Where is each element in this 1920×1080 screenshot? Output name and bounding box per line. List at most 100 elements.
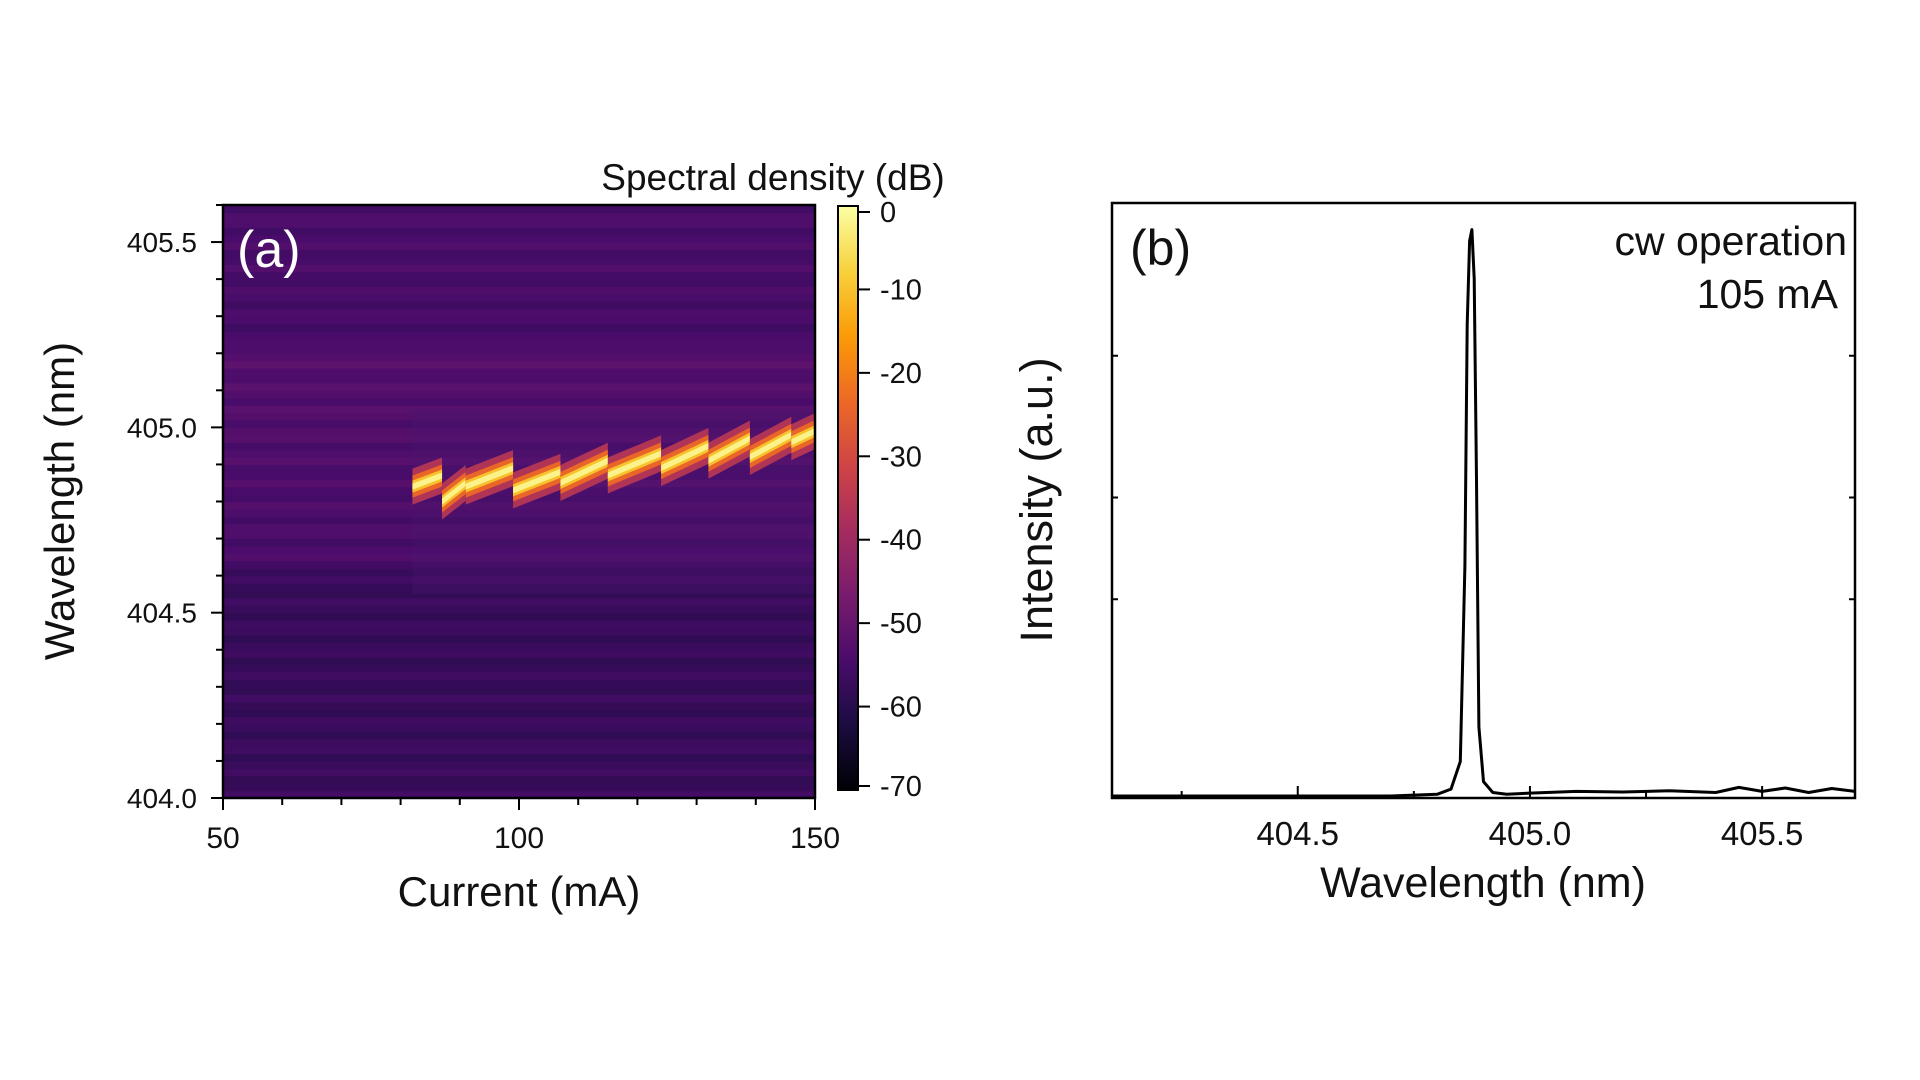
heatmap-band [223, 553, 815, 562]
heatmap-band [223, 746, 815, 755]
y-axis-ticks-a: 404.0 404.5 405.0 405.5 [127, 204, 223, 814]
colorbar-tick-label: -20 [880, 358, 922, 390]
heatmap-band [223, 249, 815, 258]
heatmap-band [223, 716, 815, 725]
heatmap-band [223, 286, 815, 295]
mode-segments [412, 413, 815, 520]
heatmap-band [223, 323, 815, 332]
heatmap-band [223, 331, 815, 340]
x-tick-label-a: 150 [790, 822, 840, 855]
heatmap-band [223, 390, 815, 399]
heatmap-band [223, 568, 815, 577]
y-tick-label-a: 404.0 [127, 783, 197, 814]
heatmap-band [223, 345, 815, 354]
y-tick-label-a: 405.5 [127, 227, 197, 258]
heatmap-band [223, 753, 815, 762]
heatmap-band [223, 271, 815, 280]
heatmap-band [223, 227, 815, 236]
y-tick-label-a: 404.5 [127, 598, 197, 629]
heatmap-band [223, 242, 815, 251]
colorbar-tick-label: -10 [880, 274, 922, 306]
heatmap-band [223, 768, 815, 777]
mode-peak [749, 431, 792, 461]
mode-peak [560, 457, 608, 486]
heatmap-band [223, 583, 815, 592]
heatmap-band [223, 293, 815, 302]
x-axis-ticks-b: 404.5 405.0 405.5 [1180, 786, 1804, 852]
colorbar: Spectral density (dB) 0 -10 -20 -30 -40 -50 -6… [601, 157, 944, 803]
mode-peak [607, 450, 662, 479]
heatmap-band [223, 316, 815, 325]
heatmap-band [223, 634, 815, 643]
heatmap-band [223, 457, 815, 466]
spectrum-line [1112, 228, 1855, 798]
heatmap-band [223, 434, 815, 443]
annotation-current: 105 mA [1697, 271, 1839, 317]
colorbar-tick-label: 0 [880, 197, 896, 229]
y-tick-label-a: 405.0 [127, 412, 197, 443]
heatmap-band [223, 723, 815, 732]
heatmap-band [223, 775, 815, 784]
heatmap-band [223, 338, 815, 347]
heatmap-band [223, 642, 815, 651]
heatmap-band [223, 605, 815, 614]
colorbar-tick-label: -40 [880, 525, 922, 557]
heatmap-band [223, 664, 815, 673]
x-axis-ticks-a: 50 100 150 [206, 798, 840, 855]
heatmap-band [223, 731, 815, 740]
x-tick-label-a: 50 [206, 822, 239, 855]
heatmap-band [223, 709, 815, 718]
heatmap-band [223, 382, 815, 391]
spectrum-panel: 404.5 405.0 405.5 (b) cw operation 105 mA … [1011, 201, 1857, 907]
y-axis-label-a: Wavelength (nm) [36, 342, 83, 660]
heatmap-band [223, 538, 815, 547]
heatmap-band [223, 679, 815, 688]
heatmap-band [223, 442, 815, 451]
mode-peak [465, 465, 514, 490]
mode-peak [708, 435, 750, 464]
panel-label-a: (a) [237, 221, 301, 279]
x-tick-label-b: 405.5 [1721, 815, 1804, 852]
heatmap-band [223, 368, 815, 377]
heatmap-band [223, 212, 815, 221]
colorbar-tick-label: -50 [880, 608, 922, 640]
x-axis-label-b: Wavelength (nm) [1320, 859, 1646, 907]
heatmap-band [223, 575, 815, 584]
heatmap-band [223, 219, 815, 228]
colorbar-ticks: 0 -10 -20 -30 -40 -50 -60 -70 [858, 197, 922, 803]
heatmap-band [223, 671, 815, 680]
heatmap-band [223, 686, 815, 695]
mode-peak [661, 442, 709, 472]
heatmap-band [223, 612, 815, 621]
spectrum-series [1112, 228, 1855, 798]
heatmap-band [223, 360, 815, 369]
heatmap-band [223, 264, 815, 273]
mode-peak [442, 479, 466, 505]
colorbar-tick-label: -60 [880, 692, 922, 724]
heatmap-band [223, 545, 815, 554]
heatmap-band [223, 590, 815, 599]
heatmap-band [223, 205, 815, 214]
mode-peak [412, 472, 443, 490]
heatmap-band [223, 516, 815, 525]
heatmap-band [223, 597, 815, 606]
heatmap-band [223, 620, 815, 629]
colorbar-tick-label: -70 [880, 771, 922, 803]
x-tick-label-a: 100 [494, 822, 544, 855]
heatmap-band [223, 427, 815, 436]
colorbar-title: Spectral density (dB) [601, 157, 944, 198]
heatmap-band [223, 234, 815, 243]
colorbar-tick-label: -30 [880, 441, 922, 473]
heatmap-band [223, 738, 815, 747]
heatmap-band [223, 531, 815, 540]
heatmap-band [223, 419, 815, 428]
heatmap-band [223, 397, 815, 406]
heatmap-band [223, 353, 815, 362]
panel-label-b: (b) [1130, 220, 1191, 276]
annotation-mode: cw operation [1615, 218, 1847, 264]
heatmap-band [223, 694, 815, 703]
mode-peak [513, 468, 561, 494]
spectrum-frame [1110, 201, 1857, 800]
heatmap-band [223, 464, 815, 473]
